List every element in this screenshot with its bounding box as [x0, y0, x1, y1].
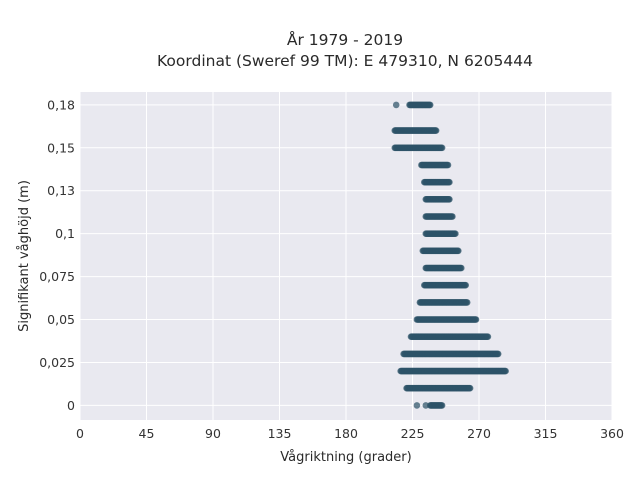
data-point: [494, 350, 502, 358]
data-point: [472, 316, 480, 323]
y-axis-label: Signifikant våghöjd (m): [17, 180, 32, 332]
y-tick-label: 0,13: [47, 183, 75, 198]
data-points: [391, 101, 509, 409]
y-tick-label: 0,025: [39, 355, 75, 370]
data-point: [446, 178, 453, 186]
grid-lines: [79, 92, 613, 420]
x-tick-label: 225: [401, 426, 425, 441]
x-tick-label: 90: [205, 426, 221, 441]
x-tick-label: 315: [534, 426, 558, 441]
y-tick-label: 0,1: [55, 226, 75, 241]
x-axis-ticks: 0 45 90 135 180 225 270 315 360: [76, 426, 624, 441]
data-point: [463, 299, 471, 306]
data-point: [426, 101, 434, 109]
chart-title-line-2: Koordinat (Sweref 99 TM): E 479310, N 62…: [157, 52, 533, 70]
data-point: [449, 213, 456, 220]
y-tick-label: 0,05: [47, 312, 75, 327]
y-tick-label: 0: [67, 398, 75, 413]
x-axis-label: Vågriktning (grader): [280, 450, 411, 465]
data-point: [413, 402, 421, 409]
y-tick-label: 0,18: [47, 97, 75, 112]
data-point: [455, 247, 462, 255]
y-tick-label: 0,075: [39, 269, 75, 284]
data-point: [446, 196, 453, 203]
data-point: [432, 127, 440, 134]
data-point: [452, 230, 459, 237]
x-tick-label: 360: [600, 426, 624, 441]
x-tick-label: 180: [334, 426, 358, 441]
x-tick-label: 270: [467, 426, 491, 441]
data-point: [466, 384, 474, 392]
data-point: [458, 264, 465, 272]
data-point: [438, 402, 446, 409]
y-axis-ticks: 0 0,025 0,05 0,075 0,1 0,13 0,15 0,18: [39, 97, 75, 413]
y-tick-label: 0,15: [47, 140, 75, 155]
data-point: [438, 144, 446, 152]
data-point: [462, 281, 470, 289]
data-point: [484, 333, 492, 341]
x-tick-label: 0: [76, 426, 84, 441]
data-point: [422, 402, 430, 409]
x-tick-label: 45: [139, 426, 155, 441]
data-point: [502, 367, 509, 375]
x-tick-label: 135: [268, 426, 292, 441]
data-point: [444, 161, 452, 169]
chart-title-line-1: År 1979 - 2019: [287, 30, 403, 49]
data-point: [392, 101, 400, 109]
